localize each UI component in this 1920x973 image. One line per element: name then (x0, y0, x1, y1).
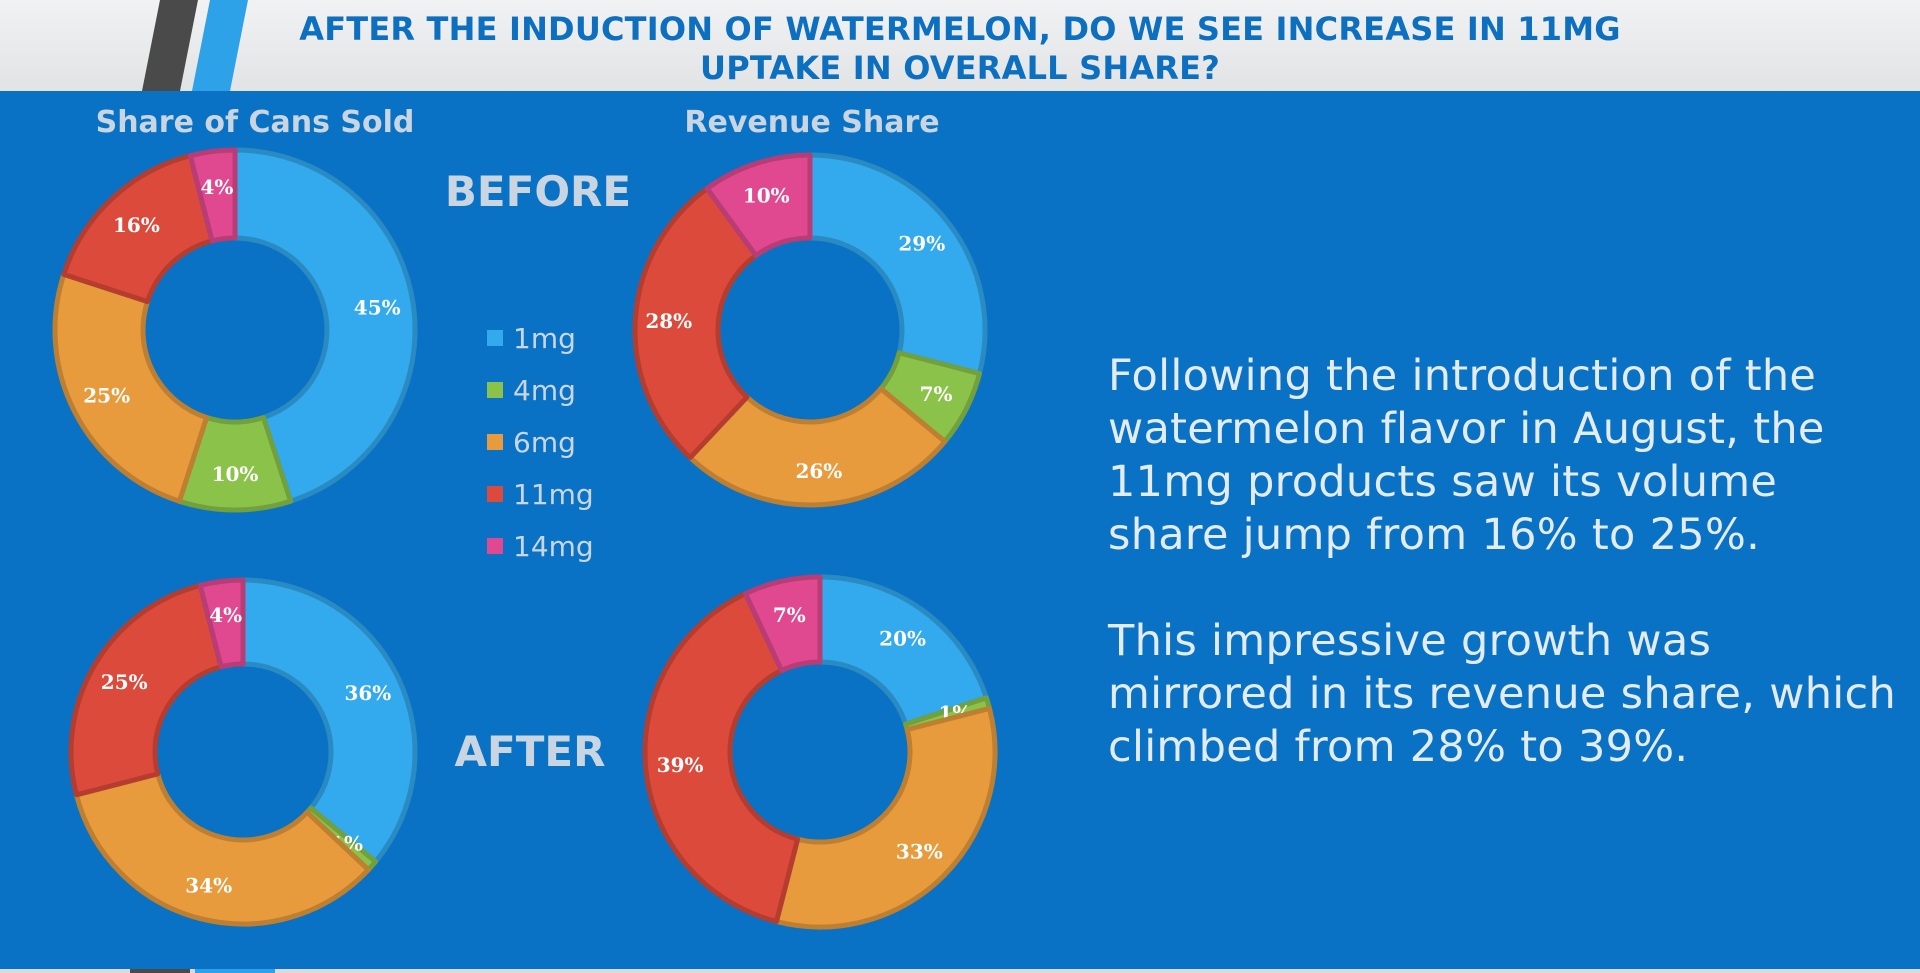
slice-label-4mg: 10% (212, 462, 259, 486)
slice-label-6mg: 33% (896, 839, 943, 863)
summary-paragraph-revenue: This impressive growth was mirrored in i… (1108, 616, 1897, 772)
legend-swatch-11mg (487, 486, 503, 502)
slice-1mg (240, 577, 418, 865)
header-bar: AFTER THE INDUCTION OF WATERMELON, DO WE… (0, 0, 1920, 91)
legend-item-4mg: 4mg (487, 364, 594, 416)
slice-11mg (68, 582, 224, 798)
slice-label-14mg: 7% (773, 603, 806, 627)
slice-11mg (632, 185, 759, 461)
slice-label-1mg: 20% (879, 626, 926, 650)
slice-label-1mg: 36% (344, 681, 391, 705)
legend-label-1mg: 1mg (513, 321, 576, 355)
donut-before-revenue-share: 29% 7% 26% 28% 10% (632, 152, 988, 508)
slice-1mg (807, 152, 988, 377)
slice-6mg (687, 386, 948, 508)
summary-text: Following the introduction of the waterm… (1108, 350, 1898, 827)
slice-14mg (742, 574, 823, 674)
slice-label-1mg: 45% (354, 295, 401, 319)
slice-label-1mg: 29% (898, 231, 945, 255)
slice-11mg (642, 591, 801, 925)
slice-14mg (704, 152, 813, 259)
legend-label-4mg: 4mg (513, 373, 576, 407)
legend-swatch-14mg (487, 538, 503, 554)
summary-paragraph-volume: Following the introduction of the waterm… (1108, 351, 1825, 560)
slice-1mg (232, 147, 418, 504)
page-title: AFTER THE INDUCTION OF WATERMELON, DO WE… (299, 10, 1621, 87)
chart-title-revenue-share: Revenue Share (684, 105, 940, 140)
slice-label-6mg: 34% (185, 874, 232, 898)
donut-after-revenue-share: 20%1%33%39%7% (642, 574, 998, 930)
slice-14mg (187, 147, 238, 244)
slice-11mg (61, 153, 215, 305)
slice-6mg (52, 271, 210, 504)
slice-14mg (197, 577, 246, 670)
slice-label-14mg: 10% (743, 183, 790, 207)
slice-label-11mg: 39% (657, 753, 704, 777)
header-stripes (142, 0, 248, 91)
slice-1mg (817, 574, 989, 727)
slice-label-11mg: 16% (113, 213, 160, 237)
chart-title-share-of-cans: Share of Cans Sold (95, 105, 415, 140)
donut-before-share-of-cans: 45% 10% 25% 16% 4% (52, 147, 418, 513)
donut-charts: 45%10%25%16%4%29%7%26%28%10%36%1%34%25%4… (52, 147, 998, 930)
legend-label-6mg: 6mg (513, 425, 576, 459)
legend-item-1mg: 1mg (487, 312, 594, 364)
after-label: AFTER (454, 727, 606, 776)
slice-label-4mg: 7% (920, 382, 953, 406)
footer-line (0, 969, 1920, 973)
slice-label-11mg: 25% (101, 670, 148, 694)
legend-swatch-1mg (487, 330, 503, 346)
slice-label-6mg: 26% (795, 459, 842, 483)
legend-swatch-4mg (487, 382, 503, 398)
slice-6mg (73, 771, 371, 927)
legend: 1mg 4mg 6mg 11mg 14mg (487, 312, 594, 572)
legend-item-11mg: 11mg (487, 468, 594, 520)
footer-accent-dark (130, 969, 190, 973)
before-label: BEFORE (444, 167, 632, 216)
legend-item-14mg: 14mg (487, 520, 594, 572)
legend-label-14mg: 14mg (513, 529, 594, 563)
footer-accent-blue (195, 969, 275, 973)
legend-label-11mg: 11mg (513, 477, 594, 511)
slice-label-11mg: 28% (645, 309, 692, 333)
slice-label-14mg: 4% (209, 603, 242, 627)
slice-label-6mg: 25% (83, 383, 130, 407)
legend-item-6mg: 6mg (487, 416, 594, 468)
slice-6mg (773, 705, 998, 930)
donut-after-share-of-cans: 36%1%34%25%4% (68, 577, 418, 927)
slice-label-14mg: 4% (200, 175, 233, 199)
legend-swatch-6mg (487, 434, 503, 450)
